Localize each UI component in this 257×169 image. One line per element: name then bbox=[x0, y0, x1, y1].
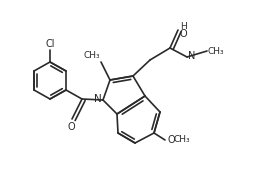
Text: H: H bbox=[180, 22, 187, 31]
Text: O: O bbox=[167, 135, 175, 145]
Text: O: O bbox=[67, 122, 75, 132]
Text: CH₃: CH₃ bbox=[83, 51, 100, 60]
Text: N: N bbox=[94, 94, 102, 104]
Text: O: O bbox=[180, 29, 188, 39]
Text: CH₃: CH₃ bbox=[174, 136, 191, 144]
Text: CH₃: CH₃ bbox=[208, 46, 225, 55]
Text: Cl: Cl bbox=[45, 39, 55, 49]
Text: N: N bbox=[188, 51, 195, 61]
